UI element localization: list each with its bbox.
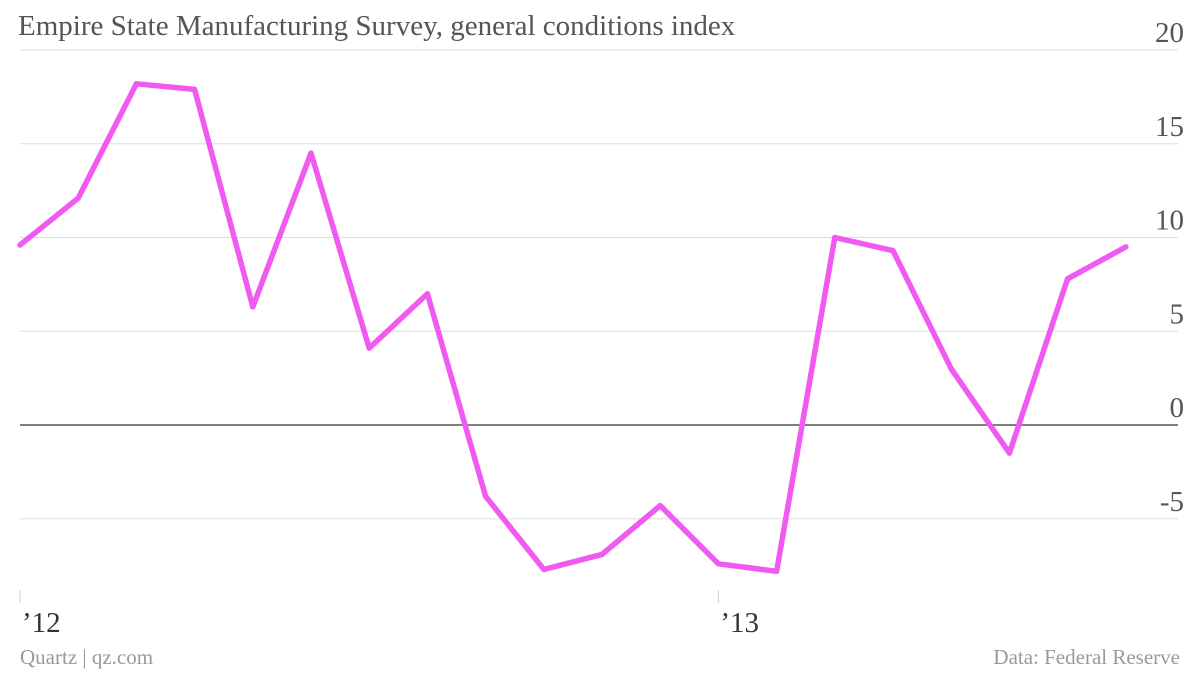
x-axis-ticks: ’12 ’13 — [19, 590, 759, 639]
y-tick-label-5: 5 — [1170, 298, 1185, 330]
data-point-2013-02 — [774, 568, 780, 574]
x-tick-label-2013-01: ’13 — [720, 607, 759, 639]
footer-source-left: Quartz | qz.com — [20, 645, 154, 669]
data-point-2013-04 — [890, 248, 896, 254]
data-point-2012-05 — [250, 304, 256, 310]
data-point-2012-01 — [17, 242, 23, 248]
data-point-2012-10 — [541, 566, 547, 572]
x-tick-label-2012-01: ’12 — [22, 607, 61, 639]
series-line-0 — [17, 81, 1129, 575]
y-tick-label-20: 20 — [1155, 17, 1184, 49]
data-point-2012-02 — [75, 195, 81, 201]
y-tick-label-10: 10 — [1155, 205, 1184, 237]
data-point-2012-09 — [483, 493, 489, 499]
gridlines — [20, 49, 1178, 520]
y-tick-label-0: 0 — [1170, 392, 1185, 424]
data-point-2013-03 — [832, 234, 838, 241]
y-tick-label--5: -5 — [1160, 486, 1184, 518]
data-point-2012-08 — [424, 291, 430, 297]
y-axis-ticks: 20 15 10 5 0 -5 — [1155, 17, 1184, 518]
data-point-2012-03 — [133, 81, 139, 87]
data-point-2013-08 — [1123, 244, 1129, 250]
data-point-2012-06 — [308, 150, 314, 156]
data-point-2012-11 — [599, 551, 605, 557]
chart-title: Empire State Manufacturing Survey, gener… — [18, 10, 736, 42]
y-tick-label-15: 15 — [1155, 111, 1184, 143]
data-point-2012-12 — [657, 503, 663, 509]
series-layer — [17, 81, 1129, 575]
data-point-2013-06 — [1006, 450, 1013, 456]
data-point-2012-04 — [192, 86, 198, 92]
data-point-2013-01 — [715, 561, 722, 567]
data-point-2012-07 — [366, 345, 372, 351]
data-point-2013-07 — [1065, 276, 1071, 282]
data-point-2013-05 — [948, 366, 954, 372]
footer-source-right: Data: Federal Reserve — [993, 645, 1180, 669]
